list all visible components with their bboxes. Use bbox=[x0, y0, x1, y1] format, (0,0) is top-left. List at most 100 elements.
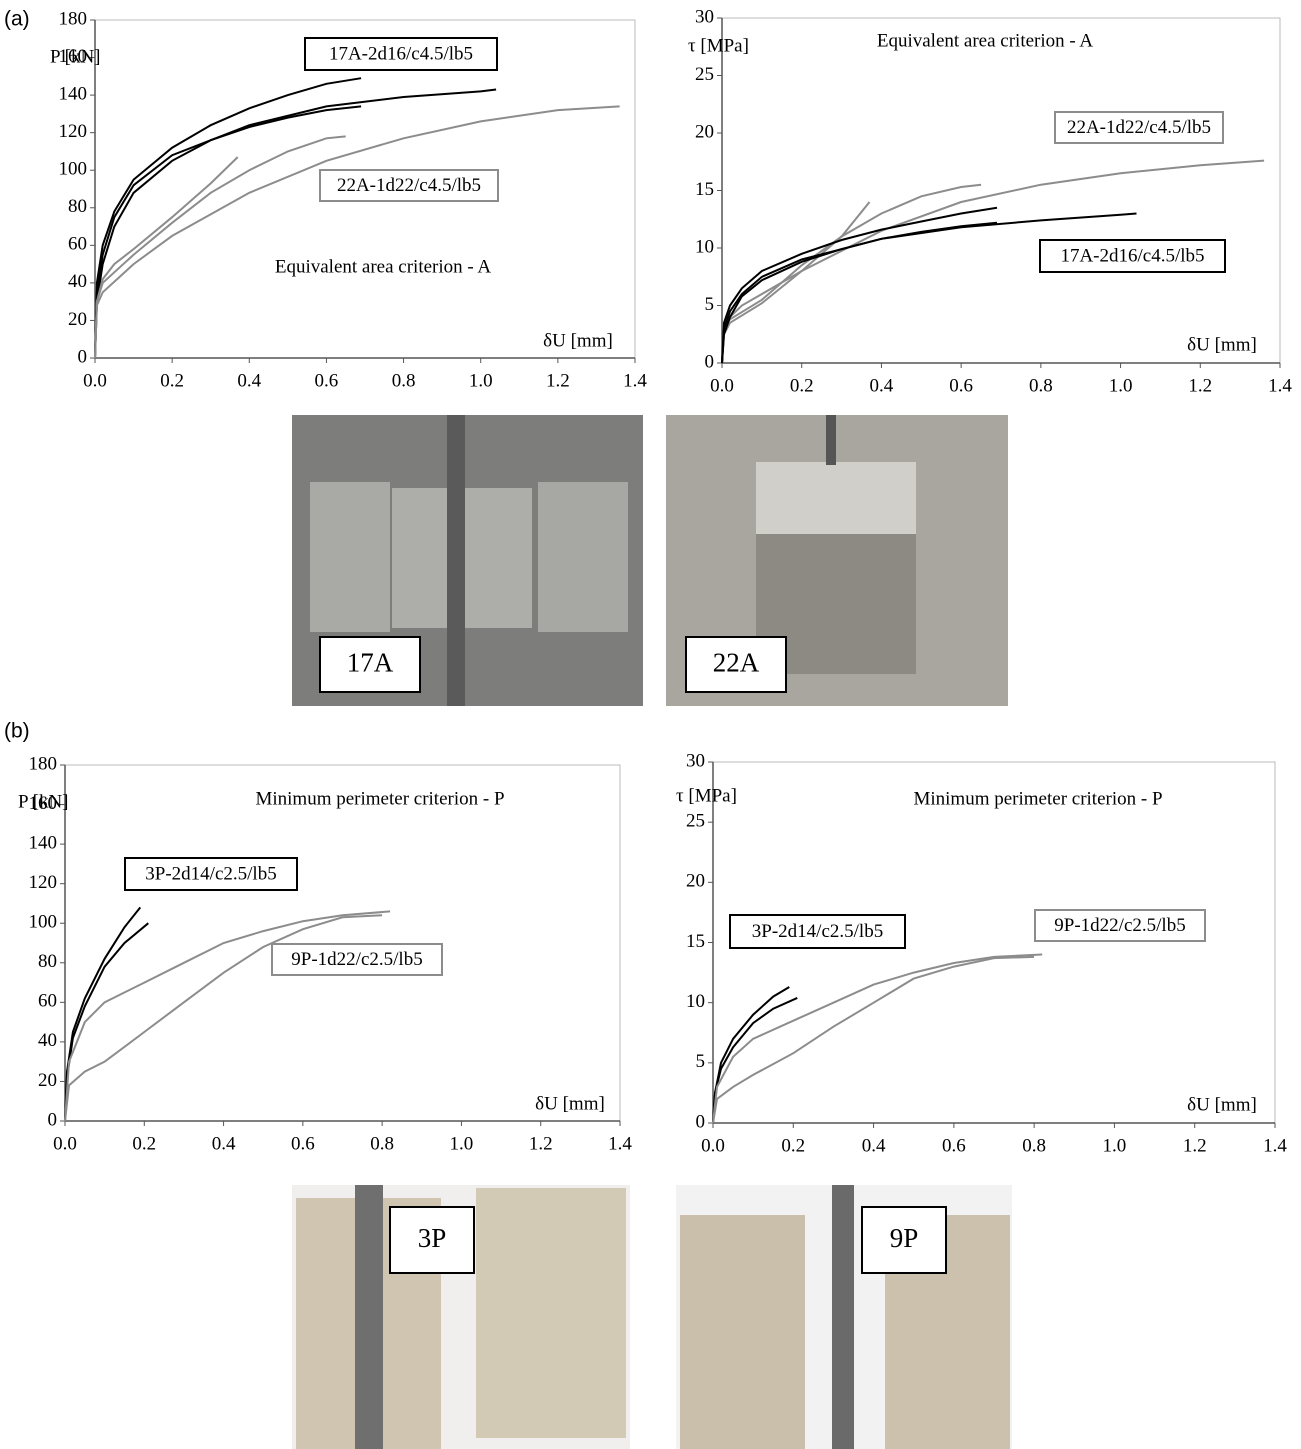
x-tick-label: 0.0 bbox=[53, 1133, 77, 1154]
x-tick-label: 1.0 bbox=[450, 1133, 474, 1154]
data-line bbox=[94, 135, 346, 359]
y-tick-label: 80 bbox=[38, 951, 57, 972]
y-tick-label: 0 bbox=[48, 1109, 58, 1130]
y-tick-label: 120 bbox=[59, 121, 88, 142]
label-text: 22A-1d22/c4.5/lb5 bbox=[337, 175, 481, 196]
label-text: 17A-2d16/c4.5/lb5 bbox=[329, 43, 473, 64]
y-tick-label: 180 bbox=[59, 8, 88, 29]
y-tick-label: 5 bbox=[696, 1051, 706, 1072]
y-tick-label: 20 bbox=[695, 121, 714, 142]
label-text: 9P bbox=[890, 1223, 919, 1253]
x-tick-label: 0.6 bbox=[315, 370, 339, 391]
y-axis-label: τ [MPa] bbox=[676, 785, 737, 806]
x-tick-label: 1.2 bbox=[529, 1133, 553, 1154]
label-box bbox=[1039, 239, 1226, 273]
y-tick-label: 5 bbox=[705, 294, 715, 315]
y-tick-label: 60 bbox=[68, 234, 87, 255]
x-tick-label: 0.4 bbox=[212, 1133, 236, 1154]
x-tick-label: 0.0 bbox=[710, 375, 734, 396]
label-text: 17A bbox=[347, 648, 394, 678]
label-box bbox=[389, 1206, 475, 1274]
label-box bbox=[729, 914, 906, 949]
y-tick-label: 25 bbox=[695, 64, 714, 85]
label-text: 9P-1d22/c2.5/lb5 bbox=[1054, 915, 1185, 936]
chart-title: Minimum perimeter criterion - P bbox=[255, 788, 504, 809]
label-box bbox=[861, 1206, 947, 1274]
x-tick-label: 0.2 bbox=[781, 1135, 805, 1156]
data-line bbox=[721, 221, 998, 364]
x-tick-label: 0.2 bbox=[160, 370, 184, 391]
label-box bbox=[1054, 111, 1224, 144]
y-tick-label: 140 bbox=[29, 832, 58, 853]
x-tick-label: 1.2 bbox=[546, 370, 570, 391]
x-tick-label: 1.4 bbox=[1268, 375, 1292, 396]
y-tick-label: 20 bbox=[68, 309, 87, 330]
x-tick-label: 0.4 bbox=[862, 1135, 886, 1156]
y-tick-label: 0 bbox=[78, 346, 88, 367]
chart-title: Minimum perimeter criterion - P bbox=[913, 788, 1162, 809]
y-tick-label: 30 bbox=[695, 6, 714, 27]
y-tick-label: 100 bbox=[59, 159, 88, 180]
data-line bbox=[721, 212, 1137, 364]
x-axis-label: δU [mm] bbox=[543, 330, 613, 351]
x-tick-label: 1.0 bbox=[1103, 1135, 1127, 1156]
x-tick-label: 0.0 bbox=[701, 1135, 725, 1156]
panel-label: (a) bbox=[4, 8, 30, 31]
data-line bbox=[712, 996, 798, 1124]
data-line bbox=[64, 922, 149, 1122]
data-line bbox=[721, 206, 998, 364]
y-tick-label: 80 bbox=[68, 196, 87, 217]
label-box bbox=[271, 943, 443, 976]
x-tick-label: 0.6 bbox=[291, 1133, 315, 1154]
label-text: 22A-1d22/c4.5/lb5 bbox=[1067, 117, 1211, 138]
photo bbox=[666, 415, 1008, 706]
data-line bbox=[94, 105, 620, 359]
y-axis-label: τ [MPa] bbox=[688, 35, 749, 56]
y-tick-label: 20 bbox=[38, 1070, 57, 1091]
x-tick-label: 0.8 bbox=[370, 1133, 394, 1154]
data-line bbox=[721, 183, 982, 364]
y-tick-label: 160 bbox=[29, 793, 58, 814]
x-axis-label: δU [mm] bbox=[535, 1093, 605, 1114]
y-tick-label: 100 bbox=[29, 912, 58, 933]
panel-label: (b) bbox=[4, 720, 30, 743]
chart-title: Equivalent area criterion - A bbox=[275, 256, 492, 277]
chart-title: Equivalent area criterion - A bbox=[877, 30, 1094, 51]
data-line bbox=[712, 953, 1043, 1124]
y-axis-label: P [kN] bbox=[18, 791, 69, 812]
label-box bbox=[304, 37, 498, 71]
x-tick-label: 0.4 bbox=[237, 370, 261, 391]
label-box bbox=[1034, 909, 1206, 942]
data-line bbox=[94, 77, 362, 359]
x-tick-label: 0.6 bbox=[942, 1135, 966, 1156]
y-tick-label: 20 bbox=[686, 871, 705, 892]
photo bbox=[676, 1185, 1012, 1449]
x-axis-label: δU [mm] bbox=[1187, 1094, 1257, 1115]
x-tick-label: 1.0 bbox=[1109, 375, 1133, 396]
data-line bbox=[721, 201, 871, 364]
y-tick-label: 10 bbox=[695, 236, 714, 257]
plot-frame bbox=[721, 17, 1281, 364]
label-box bbox=[685, 636, 787, 693]
x-tick-label: 0.2 bbox=[790, 375, 814, 396]
label-box bbox=[124, 857, 298, 891]
x-tick-label: 1.4 bbox=[608, 1133, 632, 1154]
label-box bbox=[319, 636, 421, 693]
y-tick-label: 10 bbox=[686, 991, 705, 1012]
data-line bbox=[94, 156, 239, 359]
x-tick-label: 0.0 bbox=[83, 370, 107, 391]
data-line bbox=[64, 910, 391, 1122]
y-tick-label: 180 bbox=[29, 753, 58, 774]
x-tick-label: 0.8 bbox=[392, 370, 416, 391]
y-axis-label: P [kN] bbox=[50, 46, 101, 67]
data-line bbox=[94, 105, 362, 359]
data-line bbox=[712, 955, 1035, 1124]
label-text: 17A-2d16/c4.5/lb5 bbox=[1060, 245, 1204, 266]
x-tick-label: 0.6 bbox=[949, 375, 973, 396]
label-text: 3P-2d14/c2.5/lb5 bbox=[752, 921, 883, 942]
label-text: 9P-1d22/c2.5/lb5 bbox=[291, 949, 422, 970]
y-tick-label: 30 bbox=[686, 750, 705, 771]
x-tick-label: 1.2 bbox=[1183, 1135, 1207, 1156]
x-tick-label: 0.4 bbox=[870, 375, 894, 396]
